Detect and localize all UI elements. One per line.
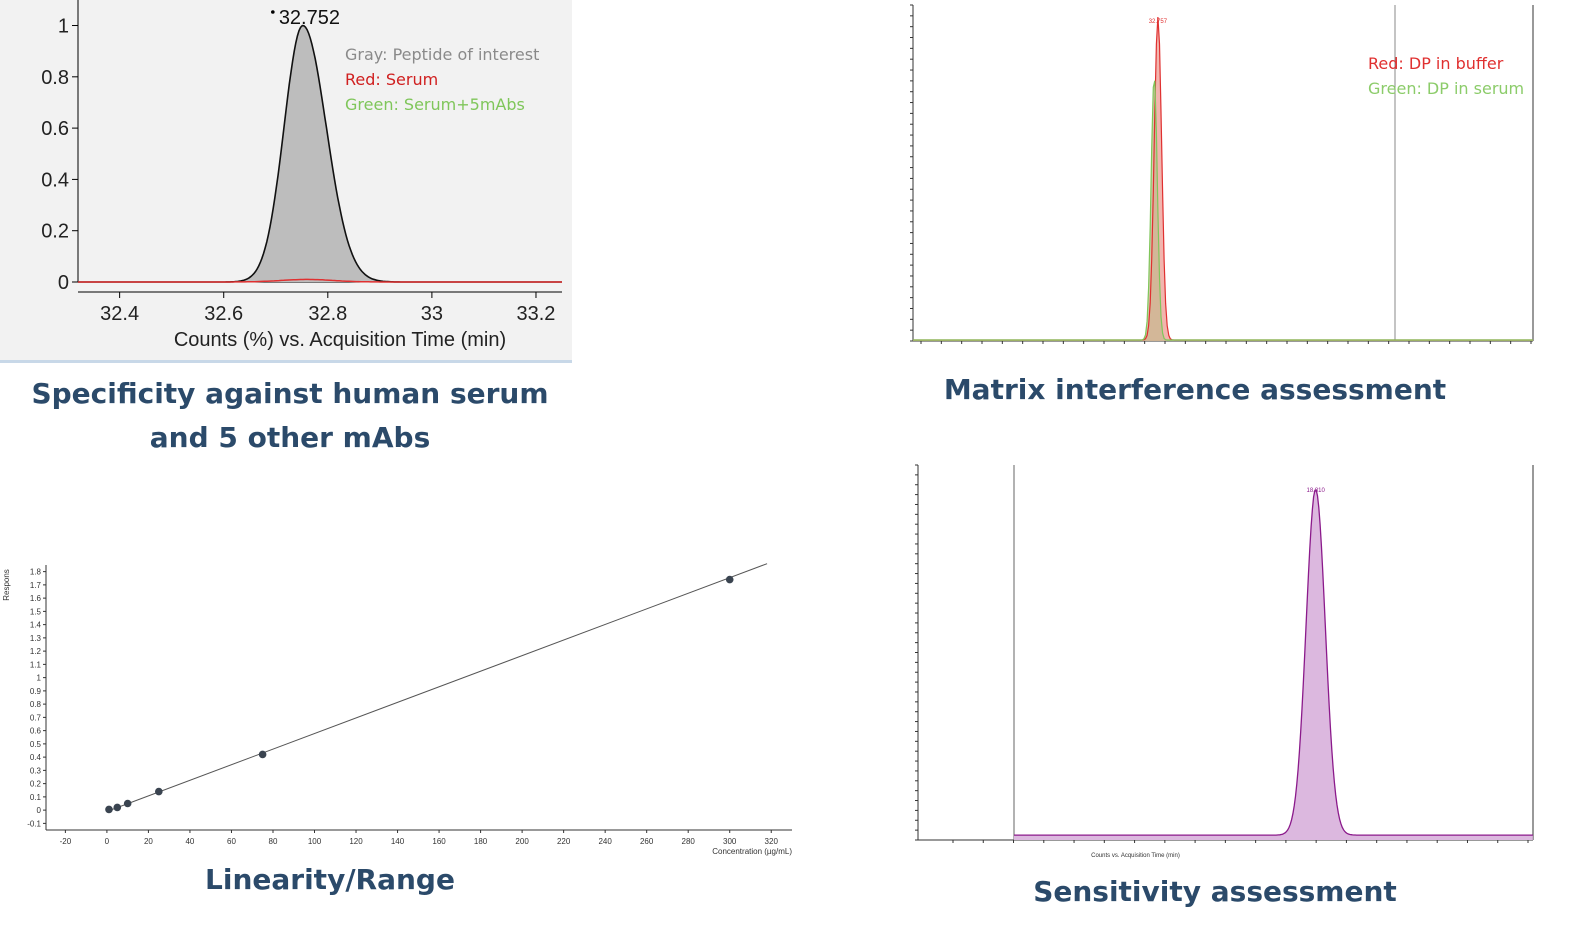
specificity-panel: 0 0.2 0.4 0.6 0.8 1 32.4 32.6 32.8 33 33.2 Counts (… bbox=[0, 0, 572, 363]
x-tick-label: -20 bbox=[60, 837, 72, 846]
y-tick-label: 1 bbox=[58, 16, 69, 38]
y-tick-label: 1.6 bbox=[30, 594, 42, 603]
y-axis-label: Respons bbox=[2, 569, 11, 601]
analyte-trace bbox=[1014, 489, 1533, 836]
x-tick-label: 33.2 bbox=[517, 303, 556, 325]
x-tick-label: 280 bbox=[682, 837, 696, 846]
x-tick-label: 32.6 bbox=[204, 303, 243, 325]
spec-legend-green: Green: Serum+5mAbs bbox=[345, 95, 525, 114]
x-tick-label: 200 bbox=[515, 837, 529, 846]
x-tick-label: 80 bbox=[269, 837, 278, 846]
x-tick-label: 33 bbox=[421, 303, 443, 325]
linearity-panel: -0.1 0 0.1 0.2 0.3 0.4 0.5 0.6 0.7 0.8 0.9 1 1.1 1.2 1… bbox=[0, 555, 810, 865]
y-tick-label: 1.7 bbox=[30, 581, 42, 590]
specificity-caption: Specificity against human serum and 5 ot… bbox=[0, 372, 580, 460]
calibration-point bbox=[258, 750, 267, 759]
x-tick-label: 32.4 bbox=[100, 303, 139, 325]
x-tick-label: 20 bbox=[144, 837, 153, 846]
x-axis-label: Counts (%) vs. Acquisition Time (min) bbox=[174, 329, 506, 351]
x-tick-label: 0 bbox=[105, 837, 110, 846]
y-tick-label: 1.3 bbox=[30, 634, 42, 643]
x-tick-label: 120 bbox=[349, 837, 363, 846]
x-tick-label: 60 bbox=[227, 837, 236, 846]
y-tick-label: 1.2 bbox=[30, 647, 42, 656]
y-tick-label: 0.9 bbox=[30, 687, 42, 696]
fit-line bbox=[106, 563, 768, 812]
sensitivity-chart: Counts vs. Acquisition Time (min) 18.810 bbox=[915, 464, 1534, 859]
y-tick-label: 1.8 bbox=[30, 568, 42, 577]
x-tick-label: 300 bbox=[723, 837, 737, 846]
y-tick-label: 0.4 bbox=[41, 169, 69, 191]
x-axis-label: Counts vs. Acquisition Time (min) bbox=[1091, 853, 1180, 859]
y-tick-label: 0.2 bbox=[41, 221, 69, 243]
matrix-legend-green: Green: DP in serum bbox=[1368, 79, 1525, 98]
y-tick-label: 1.4 bbox=[30, 621, 42, 630]
sensitivity-caption: Sensitivity assessment bbox=[1033, 875, 1397, 908]
x-tick-label: 220 bbox=[557, 837, 571, 846]
peak-label: 32.752 bbox=[279, 7, 340, 29]
matrix-chart: 32.757 bbox=[910, 4, 1534, 344]
x-tick-label: 320 bbox=[765, 837, 779, 846]
specificity-chart: 0 0.2 0.4 0.6 0.8 1 32.4 32.6 32.8 33 33.2 Counts (… bbox=[41, 0, 562, 351]
y-tick-label: 1.1 bbox=[30, 660, 42, 669]
sensitivity-panel: Counts vs. Acquisition Time (min) 18.810 bbox=[900, 460, 1550, 865]
x-tick-label: 240 bbox=[598, 837, 612, 846]
calibration-point bbox=[123, 799, 132, 808]
x-tick-label: 260 bbox=[640, 837, 654, 846]
calibration-point bbox=[113, 803, 122, 812]
x-tick-label: 32.8 bbox=[308, 303, 347, 325]
y-tick-label: 0.5 bbox=[30, 740, 42, 749]
y-tick-label: 0.8 bbox=[41, 67, 69, 89]
x-tick-label: 180 bbox=[474, 837, 488, 846]
specificity-caption-line2: and 5 other mAbs bbox=[149, 421, 431, 454]
y-tick-label: -0.1 bbox=[27, 819, 41, 828]
y-tick-label: 0 bbox=[37, 806, 42, 815]
serum-trace bbox=[913, 80, 1533, 341]
matrix-panel: 32.757 Red: DP in buffer Green: DP in se… bbox=[895, 0, 1545, 360]
matrix-legend-red: Red: DP in buffer bbox=[1368, 54, 1504, 73]
peak-marker bbox=[271, 10, 275, 14]
y-tick-label: 0.7 bbox=[30, 713, 42, 722]
x-tick-label: 40 bbox=[185, 837, 194, 846]
y-tick-label: 0.6 bbox=[30, 727, 42, 736]
specificity-caption-line1: Specificity against human serum bbox=[31, 377, 549, 410]
peptide-peak-fill bbox=[78, 25, 562, 282]
linearity-caption: Linearity/Range bbox=[205, 863, 455, 896]
serum-peak-fill bbox=[913, 80, 1533, 342]
x-axis-label: Concentration (µg/mL) bbox=[712, 847, 792, 856]
x-tick-label: 140 bbox=[391, 837, 405, 846]
x-tick-label: 100 bbox=[308, 837, 322, 846]
spec-legend-red: Red: Serum bbox=[345, 70, 439, 89]
y-tick-label: 0.4 bbox=[30, 753, 42, 762]
analyte-peak-fill bbox=[1014, 490, 1533, 840]
y-tick-label: 0.6 bbox=[41, 118, 69, 140]
calibration-point bbox=[725, 575, 734, 584]
y-tick-label: 1.5 bbox=[30, 607, 42, 616]
calibration-point bbox=[155, 787, 163, 796]
y-tick-label: 0 bbox=[58, 272, 69, 294]
peak-label: 32.757 bbox=[1149, 19, 1168, 25]
y-tick-label: 0.8 bbox=[30, 700, 42, 709]
y-tick-label: 0.3 bbox=[30, 766, 42, 775]
y-tick-label: 0.2 bbox=[30, 780, 42, 789]
peak-label: 18.810 bbox=[1306, 488, 1325, 494]
spec-legend-gray: Gray: Peptide of interest bbox=[345, 45, 540, 64]
linearity-chart: -0.1 0 0.1 0.2 0.3 0.4 0.5 0.6 0.7 0.8 0.9 1 1.1 1.2 1… bbox=[2, 563, 792, 856]
y-tick-label: 0.1 bbox=[30, 793, 42, 802]
serum-trace bbox=[78, 278, 562, 283]
y-tick-label: 1 bbox=[37, 674, 42, 683]
matrix-caption: Matrix interference assessment bbox=[943, 373, 1447, 406]
x-tick-label: 160 bbox=[432, 837, 446, 846]
calibration-point bbox=[105, 805, 113, 814]
